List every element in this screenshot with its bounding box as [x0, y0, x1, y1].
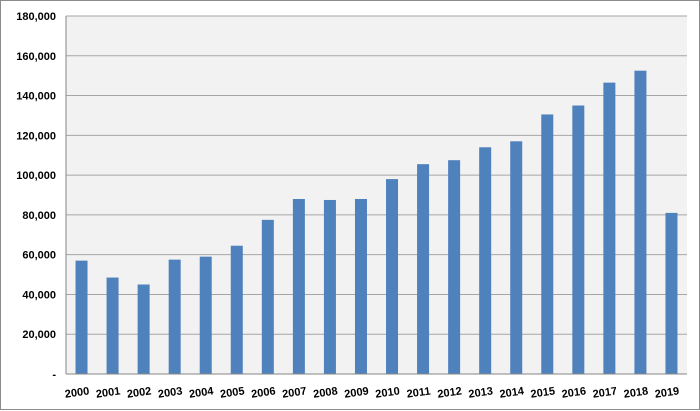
- x-tick-label: 2002: [126, 385, 152, 400]
- x-tick-label: 2012: [437, 385, 463, 400]
- bar: [541, 114, 554, 374]
- bar: [354, 198, 367, 374]
- bar: [323, 199, 336, 374]
- bar: [106, 277, 119, 374]
- y-tick-label: 20,000: [22, 329, 56, 341]
- y-tick-label: 120,000: [16, 130, 56, 142]
- bar: [417, 164, 430, 374]
- bar: [230, 245, 243, 374]
- x-tick-label: 2006: [250, 385, 276, 400]
- x-tick-label: 2016: [561, 385, 587, 400]
- bar: [479, 147, 492, 374]
- x-axis-ticks: 2000 2001 2002 2003 2004 2005 2006 2007 2008 2009…: [64, 385, 680, 400]
- x-tick-label: 2010: [375, 385, 401, 400]
- bar: [168, 259, 181, 374]
- bar: [75, 260, 88, 374]
- bar: [448, 160, 461, 374]
- y-tick-label: 180,000: [16, 11, 56, 23]
- bar: [292, 198, 305, 374]
- x-tick-label: 2007: [281, 385, 307, 400]
- x-tick-label: 2018: [623, 385, 649, 400]
- y-tick-label: 60,000: [22, 250, 56, 262]
- x-tick-label: 2005: [219, 385, 245, 400]
- y-tick-label: 80,000: [22, 210, 56, 222]
- plot-area: [66, 16, 687, 374]
- bar: [510, 141, 523, 374]
- y-tick-label: 140,000: [16, 91, 56, 103]
- x-tick-label: 2017: [592, 385, 618, 400]
- x-tick-label: 2009: [344, 385, 370, 400]
- bar: [261, 219, 274, 374]
- bar: [603, 82, 616, 374]
- x-tick-label: 2004: [188, 385, 215, 400]
- bar: [665, 212, 678, 374]
- x-tick-label: 2014: [499, 385, 526, 400]
- x-tick-label: 2008: [313, 385, 339, 400]
- bar: [386, 179, 399, 374]
- y-tick-label: 160,000: [16, 51, 56, 63]
- x-tick-label: 2003: [157, 385, 183, 400]
- y-tick-label: -: [52, 369, 56, 381]
- y-axis-ticks: - 20,000 40,000 60,000 80,000 100,000 120,000 1…: [16, 11, 56, 381]
- bar: [199, 256, 212, 374]
- x-tick-label: 2011: [406, 385, 431, 400]
- bar: [634, 70, 647, 374]
- bar: [572, 105, 585, 374]
- y-tick-label: 40,000: [22, 289, 56, 301]
- x-tick-label: 2019: [654, 385, 680, 400]
- x-tick-label: 2001: [95, 385, 121, 400]
- x-tick-label: 2015: [530, 385, 556, 400]
- x-tick-label: 2013: [468, 385, 494, 400]
- bars: [75, 70, 678, 374]
- bar: [137, 284, 150, 374]
- y-tick-label: 100,000: [16, 170, 56, 182]
- x-tick-label: 2000: [64, 385, 90, 400]
